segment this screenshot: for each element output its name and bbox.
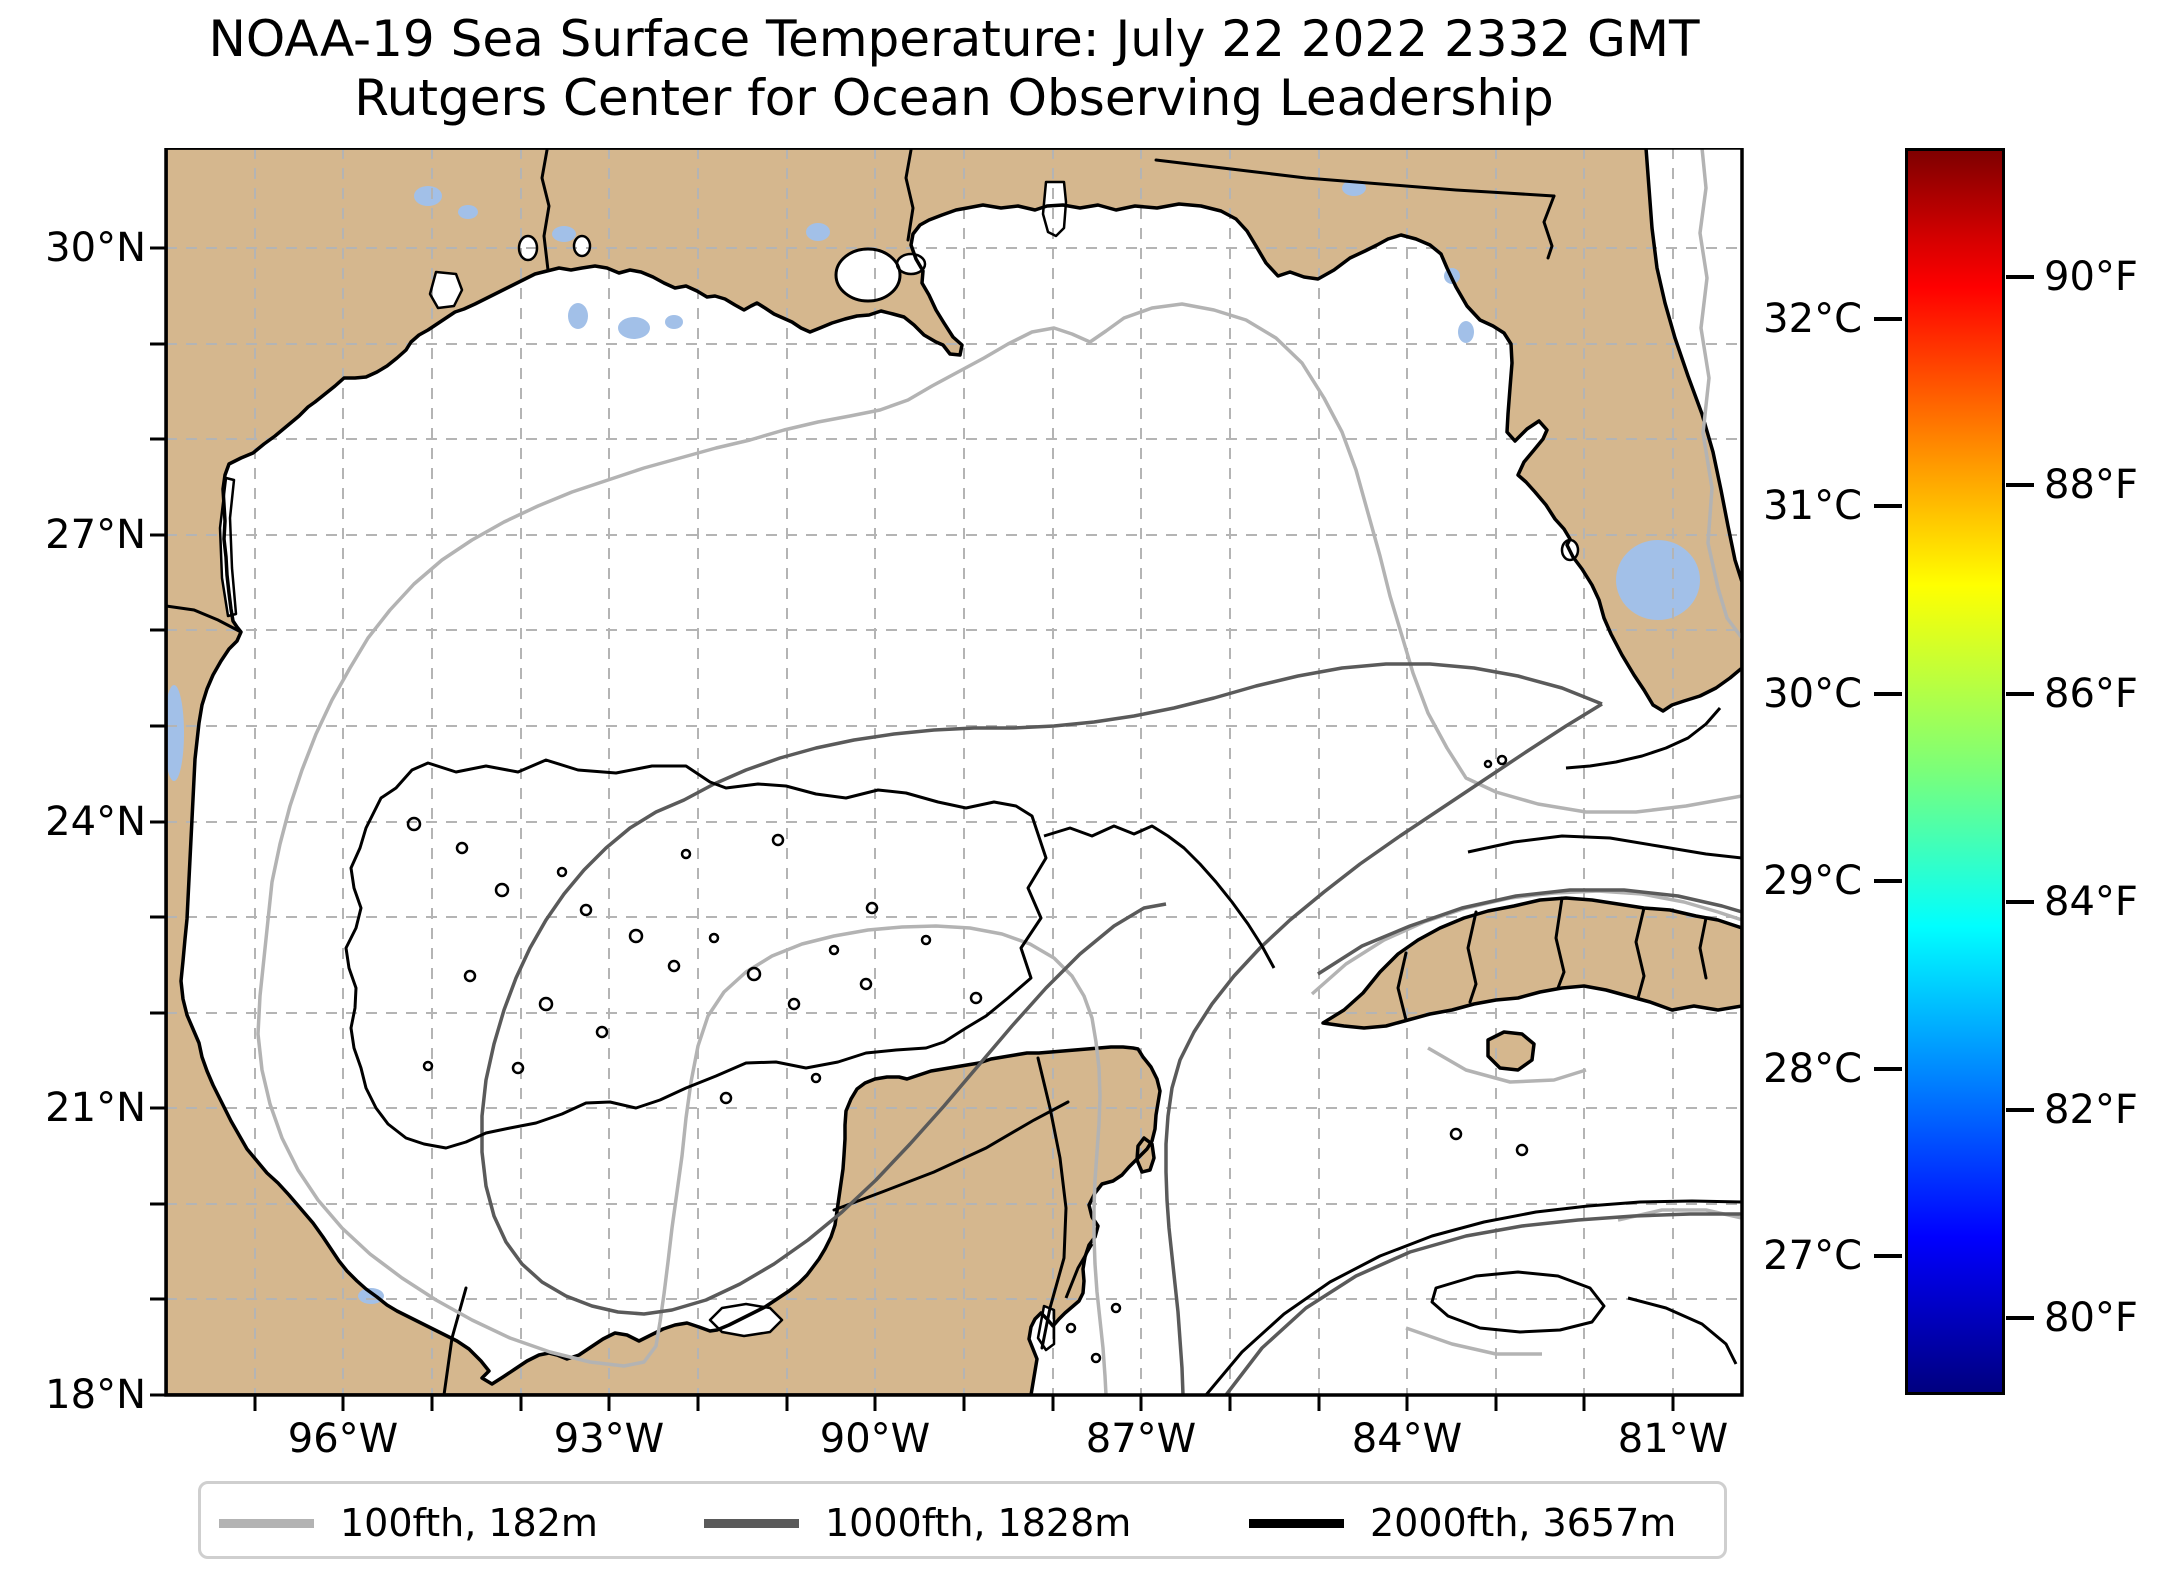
legend-swatch-2000fth [1249, 1518, 1344, 1528]
contour-legend: 100fth, 182m 1000fth, 1828m 2000fth, 365… [198, 1481, 1727, 1559]
cb-label-32c: 32°C [1763, 296, 1862, 342]
cb-label-90f: 90°F [2044, 254, 2138, 300]
legend-item-2000fth: 2000fth, 3657m [1249, 1484, 1676, 1562]
cb-label-84f: 84°F [2044, 879, 2138, 925]
cb-tick-86f [2006, 692, 2034, 696]
cb-label-88f: 88°F [2044, 462, 2138, 508]
y-tick-label-27n: 27°N [45, 512, 146, 558]
cb-tick-27c [1874, 1254, 1902, 1258]
contour-1000fth [480, 662, 1742, 1395]
gulf-of-mexico-map [150, 148, 1744, 1411]
cb-tick-82f [2006, 1108, 2034, 1112]
coastline [166, 148, 1742, 1395]
cb-tick-29c [1874, 879, 1902, 883]
sst-colorbar [1905, 148, 2005, 1395]
x-tick-label-81w: 81°W [1617, 1416, 1729, 1462]
cb-label-82f: 82°F [2044, 1087, 2138, 1133]
cb-tick-28c [1874, 1067, 1902, 1071]
y-tick-label-30n: 30°N [45, 225, 146, 271]
cb-label-29c: 29°C [1763, 858, 1862, 904]
x-tick-label-93w: 93°W [553, 1416, 665, 1462]
legend-label-2000fth: 2000fth, 3657m [1370, 1501, 1677, 1545]
figure-title: NOAA-19 Sea Surface Temperature: July 22… [166, 10, 1742, 127]
y-tick-label-24n: 24°N [45, 799, 146, 845]
cb-label-27c: 27°C [1763, 1233, 1862, 1279]
cb-tick-31c [1874, 504, 1902, 508]
x-tick-label-90w: 90°W [819, 1416, 931, 1462]
state-borders [166, 148, 1708, 1395]
cb-label-30c: 30°C [1763, 671, 1862, 717]
map-frame [164, 148, 1744, 1397]
cb-tick-80f [2006, 1316, 2034, 1320]
cb-label-31c: 31°C [1763, 483, 1862, 529]
title-line2: Rutgers Center for Ocean Observing Leade… [354, 68, 1554, 127]
cb-label-86f: 86°F [2044, 671, 2138, 717]
x-tick-label-84w: 84°W [1351, 1416, 1463, 1462]
y-tick-label-18n: 18°N [45, 1372, 146, 1418]
cb-tick-32c [1874, 317, 1902, 321]
cb-tick-88f [2006, 483, 2034, 487]
x-tick-label-96w: 96°W [287, 1416, 399, 1462]
gridlines [166, 148, 1742, 1395]
title-line1: NOAA-19 Sea Surface Temperature: July 22… [208, 10, 1700, 68]
cb-label-28c: 28°C [1763, 1046, 1862, 1092]
legend-item-100fth: 100fth, 182m [219, 1484, 598, 1562]
cb-tick-90f [2006, 275, 2034, 279]
legend-label-100fth: 100fth, 182m [340, 1501, 598, 1545]
y-tick-label-21n: 21°N [45, 1085, 146, 1131]
legend-item-1000fth: 1000fth, 1828m [704, 1484, 1131, 1562]
x-tick-label-87w: 87°W [1085, 1416, 1197, 1462]
legend-label-1000fth: 1000fth, 1828m [825, 1501, 1132, 1545]
legend-swatch-1000fth [704, 1518, 799, 1528]
contour-2000fth [344, 707, 1742, 1395]
contour-2000fth-blobs [406, 754, 1529, 1364]
axis-ticks [150, 246, 1675, 1411]
cb-tick-84f [2006, 900, 2034, 904]
legend-swatch-100fth [219, 1518, 314, 1528]
cb-label-80f: 80°F [2044, 1295, 2138, 1341]
cb-tick-30c [1874, 692, 1902, 696]
lakes [166, 180, 1700, 1304]
